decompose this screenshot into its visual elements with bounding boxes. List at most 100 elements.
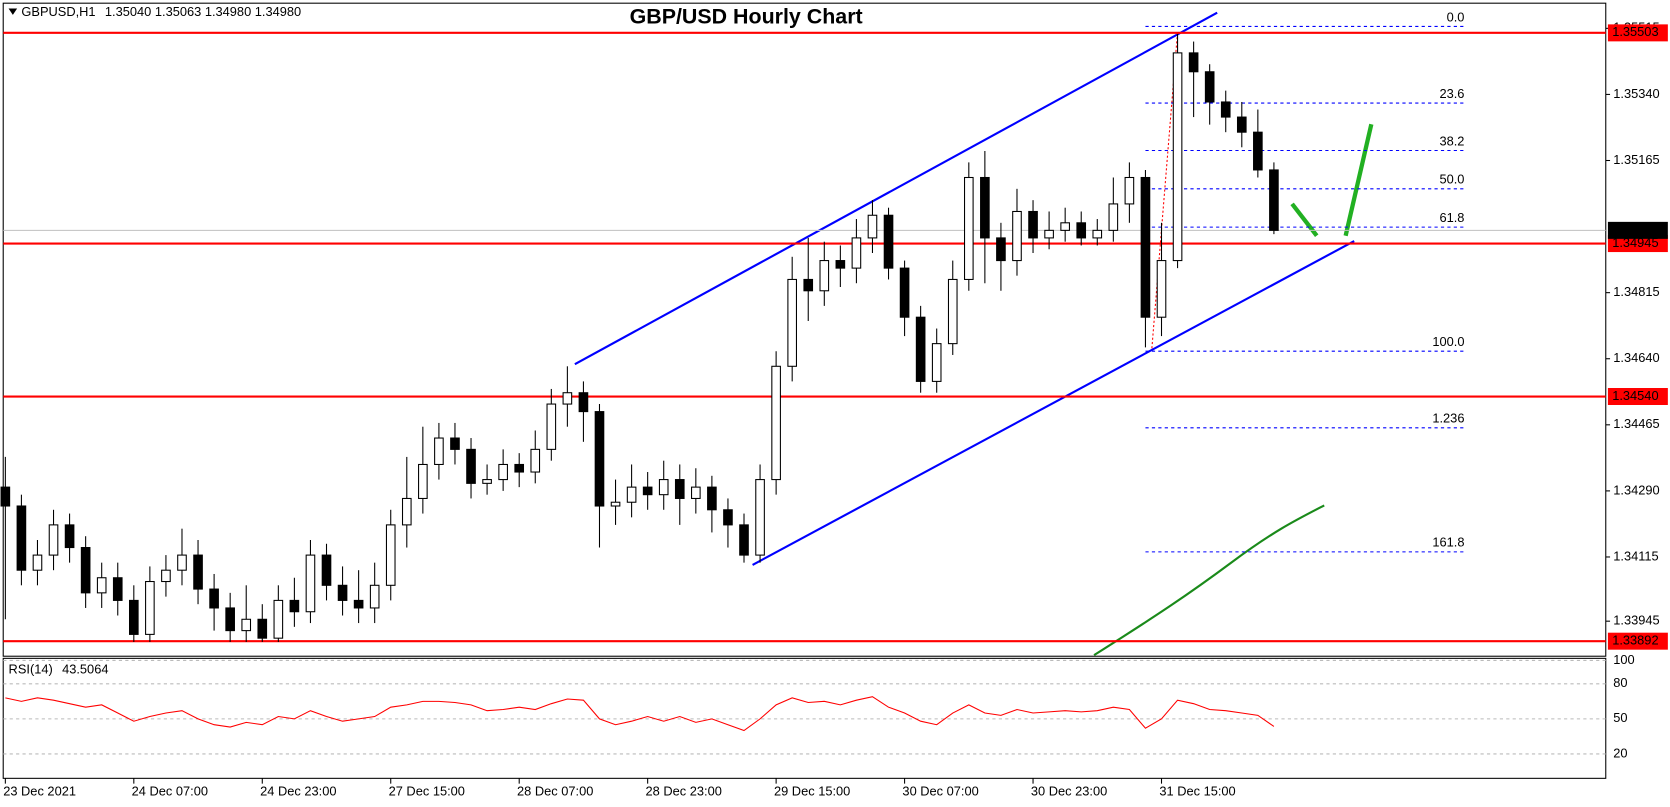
candle-body — [305, 554, 316, 613]
candle-body — [819, 260, 830, 292]
x-tick-label: 23 Dec 2021 — [3, 784, 76, 799]
menu-icon — [8, 8, 18, 15]
candle-body — [498, 463, 508, 481]
x-tick-label: 24 Dec 07:00 — [132, 784, 208, 799]
candle-body — [1028, 210, 1038, 239]
candle-body — [289, 599, 300, 613]
rsi-tick-label: 100 — [1613, 652, 1634, 667]
x-tick-label: 28 Dec 07:00 — [517, 784, 593, 799]
candle-body — [1156, 260, 1167, 318]
candle-body — [145, 580, 155, 635]
y-tick-label: 1.33945 — [1613, 613, 1659, 628]
fib-label: 0.0 — [1447, 9, 1465, 24]
candle-body — [48, 524, 59, 556]
candle-body — [434, 437, 444, 466]
candle-body — [161, 569, 171, 583]
quote: 1.35040 1.35063 1.34980 1.34980 — [105, 4, 301, 19]
candle-body — [1140, 176, 1151, 318]
fib-label: 1.236 — [1432, 411, 1464, 426]
y-tick-label: 1.34115 — [1613, 548, 1658, 563]
candle-body — [674, 479, 685, 499]
candle-body — [899, 267, 910, 318]
fib-label: 38.2 — [1439, 133, 1464, 148]
candle-body — [225, 607, 235, 632]
candle-body — [385, 524, 396, 586]
chart-title: GBP/USD Hourly Chart — [630, 5, 863, 29]
candle-body — [64, 524, 75, 549]
x-tick-label: 30 Dec 07:00 — [902, 784, 978, 799]
candle-body — [418, 463, 428, 499]
candle-body — [112, 577, 123, 601]
candle-body — [1220, 101, 1231, 118]
candle-body — [209, 588, 219, 609]
candle-body — [739, 524, 749, 556]
candle-body — [562, 392, 573, 405]
y-tick-label: 1.34640 — [1613, 350, 1659, 365]
candle-body — [401, 497, 412, 526]
rsi-value: 43.5064 — [62, 661, 108, 676]
y-tick-label: 1.34465 — [1613, 416, 1659, 431]
last-price-label: 1.34980 — [1612, 222, 1658, 237]
level-box — [1607, 235, 1668, 253]
candle-body — [803, 278, 814, 292]
candle-body — [1172, 52, 1183, 262]
y-tick-label: 1.34290 — [1613, 482, 1659, 497]
candle-body — [1204, 71, 1215, 103]
candle-body — [1044, 229, 1054, 239]
channel-lower — [752, 240, 1355, 566]
candle-body — [980, 176, 990, 239]
candle-body — [1269, 169, 1279, 231]
candle-body — [257, 618, 268, 639]
candle-body — [883, 214, 894, 269]
candle-body — [594, 411, 605, 507]
candle-body — [128, 599, 139, 635]
candle-body — [707, 486, 717, 511]
candle-body — [466, 448, 476, 484]
candle-body — [755, 479, 765, 556]
candle-body — [1092, 229, 1103, 239]
x-tick-label: 29 Dec 15:00 — [774, 784, 850, 799]
candle-body — [947, 278, 958, 345]
fib-label: 61.8 — [1439, 210, 1464, 225]
rsi-name: RSI(14) — [9, 661, 53, 676]
candle-body — [610, 501, 621, 507]
candle-body — [16, 505, 27, 571]
x-tick-label: 24 Dec 23:00 — [260, 784, 336, 799]
moving-average — [1093, 504, 1325, 657]
candle-body — [337, 584, 348, 601]
fib-label: 100.0 — [1432, 334, 1464, 349]
fib-label: 50.0 — [1439, 172, 1464, 187]
candle-body — [1012, 210, 1022, 262]
x-tick-label: 30 Dec 23:00 — [1031, 784, 1107, 799]
candle-body — [626, 486, 637, 503]
candle-body — [867, 214, 878, 239]
level-box — [1607, 388, 1668, 405]
candle-body — [273, 599, 284, 639]
candle-body — [369, 584, 380, 609]
arrow-up — [1343, 123, 1374, 237]
candle-body — [0, 486, 11, 507]
candle-body — [1076, 222, 1087, 239]
rsi-line — [5, 696, 1275, 732]
candle-body — [1236, 116, 1247, 133]
fib-label: 161.8 — [1432, 535, 1464, 550]
fib-label: 23.6 — [1439, 86, 1464, 101]
candle-body — [931, 343, 942, 382]
candle-body — [241, 618, 252, 632]
level-label: 1.33892 — [1612, 633, 1658, 648]
candle-body — [1108, 203, 1119, 231]
rsi-tick-label: 80 — [1613, 675, 1627, 690]
candle-body — [851, 237, 862, 269]
x-tick-label: 31 Dec 15:00 — [1159, 784, 1235, 799]
candle-body — [996, 237, 1006, 262]
candle-body — [32, 554, 43, 571]
candle-body — [96, 577, 107, 594]
candle-body — [193, 554, 203, 590]
candle-body — [1060, 222, 1070, 231]
candle-body — [963, 176, 974, 280]
y-tick-label: 1.35165 — [1613, 152, 1659, 167]
last-price-box — [1607, 221, 1668, 239]
y-tick-label: 1.34815 — [1613, 284, 1659, 299]
